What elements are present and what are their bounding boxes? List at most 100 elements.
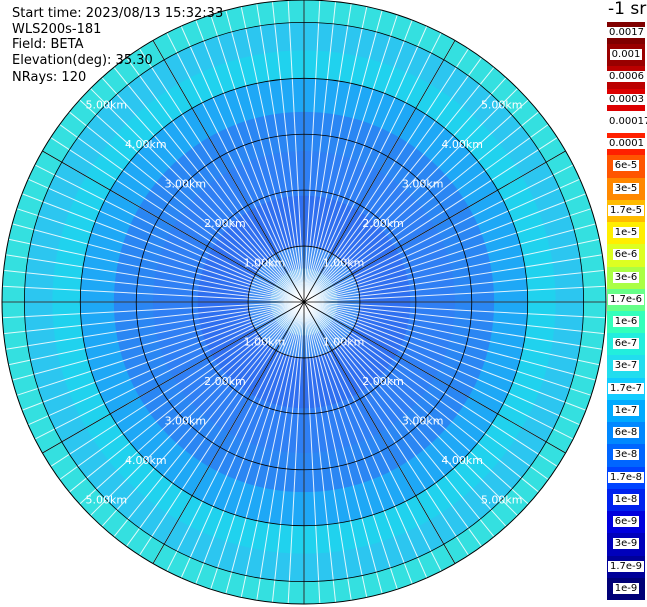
ray-line bbox=[303, 137, 558, 303]
ray-line bbox=[303, 32, 442, 303]
ray-line bbox=[303, 301, 603, 350]
ray-line bbox=[271, 301, 305, 603]
ray-line bbox=[303, 285, 606, 303]
range-ring-label: 4.00km bbox=[441, 138, 483, 151]
ray-line bbox=[79, 99, 305, 303]
azimuth-line bbox=[303, 150, 566, 303]
ray-line bbox=[303, 301, 529, 505]
ray-line bbox=[303, 301, 581, 426]
range-ring-label: 1.00km bbox=[323, 336, 365, 349]
ray-line bbox=[139, 301, 305, 556]
ray-line bbox=[101, 301, 305, 527]
azimuth-line bbox=[303, 40, 456, 303]
colorbar-label: 6e-6 bbox=[612, 249, 640, 261]
ray-line bbox=[3, 301, 305, 335]
colorbar-step: 6e-8 bbox=[607, 422, 645, 445]
ray-line bbox=[303, 3, 352, 303]
ray-line bbox=[21, 193, 305, 303]
ray-line bbox=[50, 137, 305, 303]
range-ring-label: 1.00km bbox=[244, 336, 286, 349]
colorbar-label: 1.7e-9 bbox=[607, 560, 645, 572]
colorbar-step: 6e-9 bbox=[607, 511, 645, 534]
ray-line bbox=[303, 301, 495, 538]
ray-line bbox=[240, 301, 305, 598]
colorbar-label: 1.7e-8 bbox=[607, 471, 645, 483]
ray-line bbox=[303, 10, 383, 303]
ray-line bbox=[59, 124, 305, 303]
colorbar-label: 3e-9 bbox=[612, 538, 640, 550]
ray-line bbox=[101, 77, 305, 303]
ray-line bbox=[166, 301, 305, 572]
ray-line bbox=[303, 301, 337, 603]
ray-line bbox=[303, 301, 413, 585]
ray-line bbox=[303, 1, 337, 303]
colorbar-label: 0.0006 bbox=[607, 71, 646, 83]
ray-line bbox=[303, 124, 549, 303]
colorbar-step: 6e-6 bbox=[607, 244, 645, 267]
ray-line bbox=[34, 301, 305, 440]
instrument-label: WLS200s-181 bbox=[12, 22, 102, 37]
range-ring-label: 2.00km bbox=[204, 375, 246, 388]
ray-line bbox=[210, 301, 305, 590]
colorbar-step: 6e-5 bbox=[607, 155, 645, 178]
colorbar-label: 0.0017 bbox=[607, 27, 646, 38]
range-ring-label: 5.00km bbox=[481, 494, 523, 507]
ray-line bbox=[139, 48, 305, 303]
ray-line bbox=[90, 301, 305, 516]
ray-line bbox=[303, 301, 352, 601]
ray-line bbox=[59, 301, 305, 480]
range-ring-label: 2.00km bbox=[362, 375, 404, 388]
ray-line bbox=[195, 19, 305, 303]
colorbar-label: 3e-8 bbox=[612, 449, 640, 461]
colorbar-step: 1.7e-9 bbox=[607, 555, 645, 578]
ray-line bbox=[68, 301, 305, 493]
range-ring-label: 3.00km bbox=[165, 177, 207, 190]
ray-line bbox=[180, 25, 305, 303]
colorbar-label: 3e-6 bbox=[612, 271, 640, 283]
colorbar-label: 6e-7 bbox=[612, 338, 640, 350]
ray-line bbox=[303, 301, 442, 572]
ray-line bbox=[303, 301, 469, 556]
ray-line bbox=[8, 238, 305, 303]
ray-line bbox=[303, 178, 581, 303]
ray-line bbox=[303, 99, 529, 303]
ray-line bbox=[303, 57, 482, 303]
range-ring-label: 4.00km bbox=[125, 138, 167, 151]
colorbar-label: 3e-5 bbox=[612, 182, 640, 194]
colorbar-label: 6e-5 bbox=[612, 160, 640, 172]
range-ring-labels: 1.00km 1.00km 1.00km 1.00km 2.00km 2.00km 2.00… bbox=[85, 98, 522, 506]
range-ring-label: 3.00km bbox=[402, 415, 444, 428]
ray-line bbox=[12, 301, 305, 381]
range-ring-label: 3.00km bbox=[165, 415, 207, 428]
ray-line bbox=[271, 1, 305, 303]
colorbar-label: 6e-8 bbox=[612, 427, 640, 439]
colorbar-label: 0.001 bbox=[609, 49, 643, 61]
ray-line bbox=[303, 223, 596, 303]
range-ring-label: 2.00km bbox=[362, 217, 404, 230]
azimuth-line bbox=[152, 301, 305, 564]
ray-line bbox=[8, 301, 305, 366]
ray-line bbox=[303, 301, 540, 493]
colorbar-step: 1e-5 bbox=[607, 222, 645, 245]
ray-line bbox=[113, 66, 305, 303]
range-ring-label: 5.00km bbox=[481, 98, 523, 111]
ray-line bbox=[303, 301, 321, 604]
ray-line bbox=[2, 285, 305, 303]
colorbar-step: 0.00017 bbox=[607, 110, 647, 134]
azimuth-line bbox=[152, 40, 305, 303]
ray-line bbox=[16, 208, 305, 303]
field-label: Field: BETA bbox=[12, 37, 84, 52]
ray-line bbox=[303, 301, 383, 594]
elevation-label: Elevation(deg): 35.30 bbox=[12, 53, 153, 68]
ray-line bbox=[5, 301, 305, 350]
colorbar-step: 3e-9 bbox=[607, 533, 645, 556]
ray-line bbox=[16, 301, 305, 396]
ray-line bbox=[303, 208, 592, 303]
colorbar-step: 1.7e-7 bbox=[607, 377, 645, 400]
range-ring-label: 3.00km bbox=[402, 177, 444, 190]
ray-line bbox=[303, 19, 413, 303]
ray-line bbox=[303, 14, 398, 303]
colorbar-step: 0.0017 bbox=[607, 22, 646, 45]
colorbar-label: 1e-8 bbox=[612, 493, 640, 505]
azimuth-line bbox=[303, 301, 456, 564]
